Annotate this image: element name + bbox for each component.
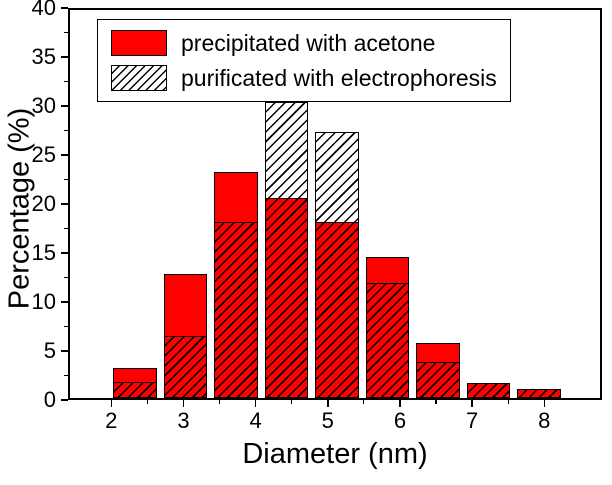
legend-swatch-solid-red [111, 30, 167, 56]
legend-item-electrophoresis: purificated with electrophoresis [111, 64, 497, 92]
x-tick [110, 400, 113, 407]
x-minor-tick [507, 400, 509, 404]
y-minor-tick [64, 276, 68, 279]
x-tick [543, 400, 546, 407]
legend-item-acetone: precipitated with acetone [111, 29, 497, 57]
x-minor-tick [218, 400, 221, 404]
legend-swatch-hatched [111, 65, 167, 91]
y-minor-tick [64, 227, 68, 230]
y-minor-tick [64, 178, 68, 181]
x-tick-label: 4 [249, 408, 262, 433]
y-tick [61, 301, 68, 303]
bar-electrophoresis [113, 382, 157, 398]
x-tick [327, 400, 329, 407]
x-tick-label: 5 [321, 408, 334, 433]
bar-electrophoresis [163, 336, 208, 398]
x-tick [399, 400, 401, 407]
x-minor-tick [435, 400, 437, 404]
x-minor-tick [363, 400, 365, 404]
legend-label-electrophoresis: purificated with electrophoresis [181, 65, 497, 91]
y-tick [61, 7, 68, 9]
bars-layer [70, 10, 600, 398]
y-tick-label: 0 [43, 387, 56, 412]
x-axis-title: Diameter (nm) [242, 438, 428, 470]
bar-electrophoresis [416, 361, 460, 398]
bar-electrophoresis [365, 283, 410, 398]
x-minor-tick [146, 400, 148, 404]
x-minor-tick [291, 400, 293, 404]
bar-electrophoresis [264, 102, 309, 398]
plot-area: precipitated with acetone purificated wi… [68, 8, 602, 400]
x-tick [254, 400, 257, 407]
y-tick-label: 20 [31, 191, 56, 216]
y-minor-tick [64, 374, 68, 377]
y-tick-label: 25 [31, 142, 56, 167]
x-tick-label: 3 [177, 408, 190, 433]
y-tick [61, 252, 68, 254]
x-tick [182, 400, 185, 407]
legend-label-acetone: precipitated with acetone [181, 30, 436, 56]
y-minor-tick [64, 31, 68, 34]
y-minor-tick [64, 325, 68, 328]
y-tick [61, 399, 68, 401]
y-tick [61, 105, 68, 107]
y-tick [61, 56, 68, 58]
y-tick-label: 15 [31, 240, 56, 265]
bar-electrophoresis [315, 132, 359, 398]
bar-electrophoresis [214, 221, 258, 398]
y-tick-label: 30 [31, 93, 56, 118]
y-tick [61, 203, 68, 205]
y-tick [61, 350, 68, 352]
x-tick-label: 8 [538, 408, 551, 433]
bar-electrophoresis [466, 383, 511, 398]
legend: precipitated with acetone purificated wi… [97, 19, 511, 102]
y-tick-label: 40 [31, 0, 56, 20]
x-tick-label: 2 [105, 408, 118, 433]
x-tick-label: 7 [465, 408, 479, 433]
x-tick-label: 6 [393, 408, 407, 433]
y-tick-label: 10 [31, 289, 56, 314]
bar-electrophoresis [517, 389, 561, 398]
y-tick-label: 35 [31, 44, 56, 69]
y-minor-tick [64, 129, 68, 132]
y-tick-label: 5 [43, 338, 56, 363]
x-tick [471, 400, 473, 407]
y-tick [61, 154, 68, 156]
y-minor-tick [64, 80, 68, 83]
